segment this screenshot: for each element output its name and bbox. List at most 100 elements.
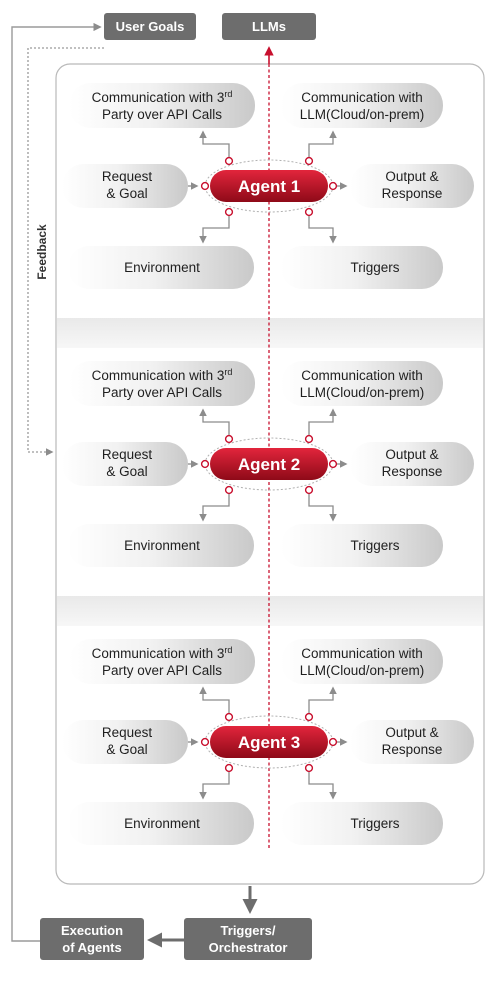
comm-llm-line1: Communication with	[301, 90, 423, 105]
port-dot	[328, 459, 338, 469]
request-line1: Request	[102, 725, 153, 740]
port-dot	[200, 459, 210, 469]
request-line2: & Goal	[106, 742, 147, 757]
triggers-connector	[308, 764, 337, 800]
port-dot	[200, 737, 210, 747]
environment-box	[68, 802, 254, 845]
comm-llm-connector	[308, 686, 337, 720]
environment-box	[68, 246, 254, 289]
output-line1: Output &	[385, 169, 438, 184]
port-dot	[304, 485, 314, 495]
comm-llm-box	[281, 639, 443, 684]
port-dot	[200, 181, 210, 191]
execution-line1: Execution	[61, 923, 123, 938]
execution-line2: of Agents	[62, 940, 121, 955]
output-line2: Response	[382, 186, 443, 201]
port-dot	[328, 181, 338, 191]
port-dot	[328, 737, 338, 747]
agent-pill	[210, 448, 328, 480]
environment-label: Environment	[124, 538, 200, 553]
output-line2: Response	[382, 464, 443, 479]
comm-llm-line2: LLM(Cloud/on-prem)	[300, 385, 425, 400]
comm-api-box	[69, 361, 255, 406]
section-separator-band	[57, 596, 483, 626]
comm-api-connector	[199, 130, 230, 164]
triggers-label: Triggers	[350, 538, 399, 553]
port-dot	[224, 156, 234, 166]
triggers-orchestrator-box	[184, 918, 312, 960]
comm-llm-box	[281, 83, 443, 128]
port-dot	[224, 712, 234, 722]
output-line1: Output &	[385, 725, 438, 740]
output-line2: Response	[382, 742, 443, 757]
comm-api-line2: Party over API Calls	[102, 385, 222, 400]
execution-to-user-goals-line	[11, 22, 102, 942]
agent-2-group: Communication with 3rd Party over API Ca…	[62, 361, 474, 567]
comm-api-sup: rd	[224, 367, 232, 377]
user-goals-box	[104, 13, 196, 40]
port-dot	[224, 434, 234, 444]
comm-api-connector	[199, 686, 230, 720]
environment-label: Environment	[124, 260, 200, 275]
triggers-box	[281, 524, 443, 567]
comm-api-line2: Party over API Calls	[102, 107, 222, 122]
comm-api-line2: Party over API Calls	[102, 663, 222, 678]
output-response-box	[350, 442, 474, 486]
output-line1: Output &	[385, 447, 438, 462]
environment-connector	[199, 486, 230, 522]
comm-llm-line2: LLM(Cloud/on-prem)	[300, 107, 425, 122]
agent-pill	[210, 170, 328, 202]
port-dot	[224, 207, 234, 217]
comm-api-box	[69, 639, 255, 684]
agent-name: Agent 2	[238, 455, 300, 474]
comm-llm-line2: LLM(Cloud/on-prem)	[300, 663, 425, 678]
request-goal-box	[62, 720, 188, 764]
request-line1: Request	[102, 447, 153, 462]
request-line1: Request	[102, 169, 153, 184]
comm-llm-box	[281, 361, 443, 406]
llms-box	[222, 13, 316, 40]
comm-llm-line1: Communication with	[301, 368, 423, 383]
triggers-label: Triggers	[350, 260, 399, 275]
comm-api-connector	[199, 408, 230, 442]
triggers-label: Triggers	[350, 816, 399, 831]
port-dot	[224, 763, 234, 773]
environment-connector	[199, 208, 230, 244]
orchestrator-line1: Triggers/	[221, 923, 276, 938]
environment-connector	[199, 764, 230, 800]
comm-api-sup: rd	[224, 89, 232, 99]
comm-api-line1: Communication with 3rd	[92, 89, 233, 105]
environment-label: Environment	[124, 816, 200, 831]
agent-name: Agent 1	[238, 177, 300, 196]
port-dot	[224, 485, 234, 495]
triggers-connector	[308, 486, 337, 522]
agent-pill	[210, 726, 328, 758]
orchestrator-line2: Orchestrator	[209, 940, 288, 955]
feedback-dotted-line	[27, 47, 104, 456]
comm-llm-line1: Communication with	[301, 646, 423, 661]
request-goal-box	[62, 164, 188, 208]
triggers-box	[281, 246, 443, 289]
agent-name: Agent 3	[238, 733, 300, 752]
triggers-connector	[308, 208, 337, 244]
feedback-label: Feedback	[35, 224, 49, 280]
agent-3-group: Communication with 3rd Party over API Ca…	[62, 639, 474, 845]
section-separator-band	[57, 318, 483, 348]
request-goal-box	[62, 442, 188, 486]
user-goals-label: User Goals	[116, 19, 185, 34]
triggers-box	[281, 802, 443, 845]
comm-api-line1: Communication with 3rd	[92, 645, 233, 661]
output-response-box	[350, 164, 474, 208]
request-line2: & Goal	[106, 464, 147, 479]
comm-api-sup: rd	[224, 645, 232, 655]
output-response-box	[350, 720, 474, 764]
comm-api-box	[69, 83, 255, 128]
comm-llm-connector	[308, 408, 337, 442]
comm-llm-connector	[308, 130, 337, 164]
execution-of-agents-box	[40, 918, 144, 960]
llms-label: LLMs	[252, 19, 286, 34]
port-dot	[304, 156, 314, 166]
port-dot	[304, 207, 314, 217]
